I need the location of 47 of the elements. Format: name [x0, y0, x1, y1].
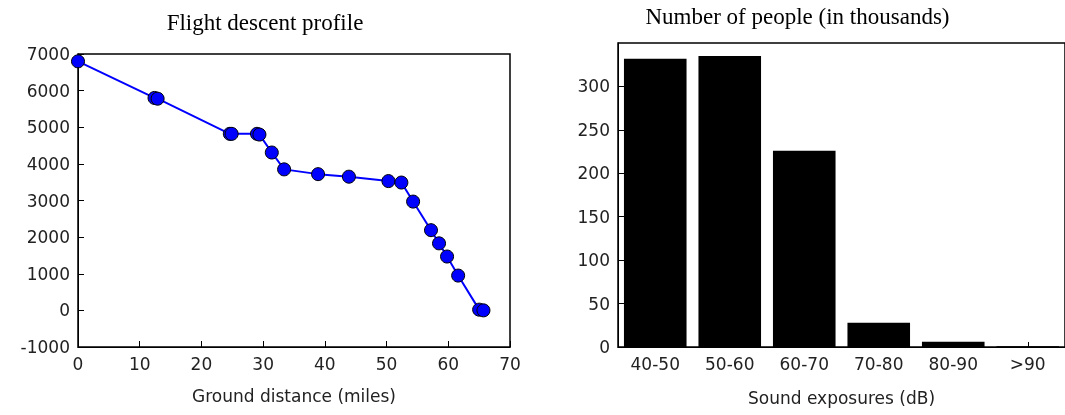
x-tick-label: 0: [72, 353, 84, 374]
point: [432, 236, 447, 251]
y-tick-label: 1000: [26, 263, 70, 284]
y-tick-label: 200: [577, 163, 610, 184]
point: [440, 249, 455, 264]
point: [424, 223, 439, 238]
x-tick-label: >90: [1009, 353, 1046, 374]
x-tick-label: 50: [375, 353, 398, 374]
point: [394, 175, 409, 190]
y-tick-label: 0: [599, 337, 610, 357]
y-tick-label: 5000: [26, 117, 70, 138]
y-tick-label: 4000: [26, 153, 70, 174]
y-tick-label: 2000: [26, 227, 70, 248]
y-tick-label: -1000: [20, 337, 70, 357]
y-tick-label: 0: [59, 300, 70, 321]
y-tick-label: 300: [577, 76, 610, 97]
x-tick-label: 30: [252, 353, 274, 374]
x-tick-label: 70-80: [854, 353, 904, 374]
x-tick-label: 50-60: [705, 353, 755, 374]
point: [476, 303, 491, 318]
point: [277, 162, 292, 177]
point: [341, 169, 356, 184]
y-tick-label: 150: [577, 206, 610, 227]
x-tick-label: 70: [499, 353, 521, 374]
y-tick-label: 250: [577, 119, 610, 140]
x-tick-label: 80-90: [928, 353, 978, 374]
y-tick-label: 100: [577, 250, 610, 271]
x-tick-label: 20: [190, 353, 213, 374]
y-tick-label: 6000: [26, 80, 70, 101]
x-tick-label: 40: [314, 353, 336, 374]
y-tick-label: 7000: [26, 44, 70, 64]
point: [451, 268, 466, 283]
point: [311, 167, 326, 182]
x-tick-label: 60: [437, 353, 460, 374]
y-tick-label: 50: [588, 293, 610, 314]
point: [71, 54, 85, 69]
chart-title: Flight descent profile: [166, 10, 364, 35]
point: [264, 145, 279, 160]
x-axis-title: Ground distance (miles): [192, 385, 396, 406]
point: [406, 194, 421, 209]
chart-title: Number of people (in thousands): [645, 4, 950, 29]
point: [381, 174, 396, 189]
y-tick-label: 3000: [26, 190, 70, 211]
x-tick-label: 40-50: [630, 353, 680, 374]
x-tick-label: 60-70: [779, 353, 829, 374]
x-axis-title: Sound exposures (dB): [747, 387, 936, 408]
x-tick-label: 10: [128, 353, 151, 374]
